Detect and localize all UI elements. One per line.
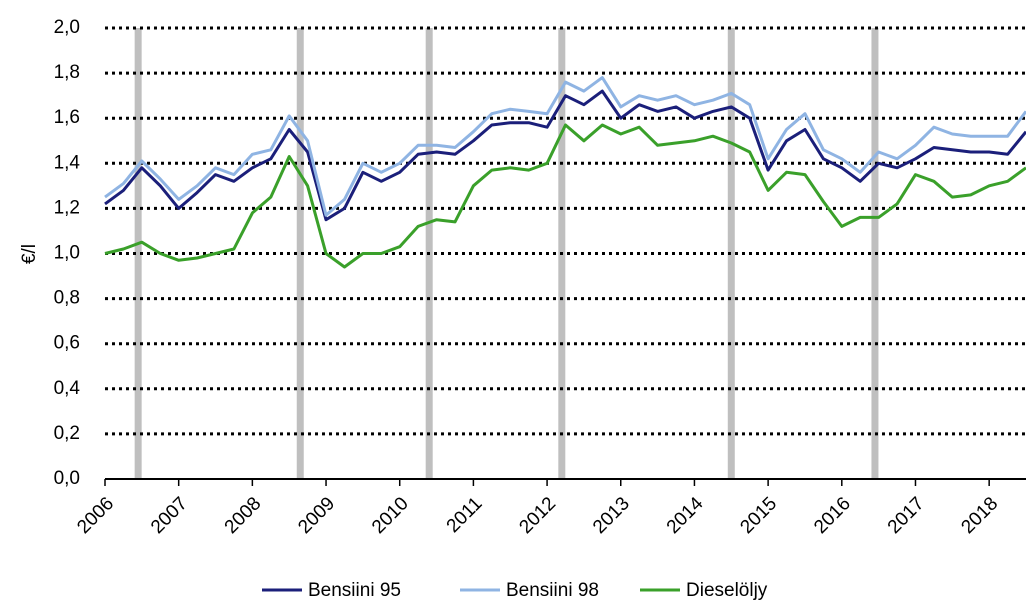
y-axis-label: €/l [19,244,40,264]
x-tick-label: 2017 [884,493,929,538]
y-tick-label: 0,6 [54,333,80,354]
series-line [104,123,1026,269]
y-tick-label: 0,2 [54,423,80,444]
x-tick-label: 2009 [294,493,339,538]
legend-label: Bensiini 98 [506,580,599,601]
x-tick-label: 2016 [810,493,855,538]
x-tick-label: 2008 [221,493,266,538]
x-tick-label: 2011 [443,493,487,537]
y-tick-label: 0,8 [54,288,80,309]
y-tick-label: 1,4 [54,152,81,173]
series-line [104,89,1026,222]
y-tick-label: 1,6 [54,107,80,128]
x-tick-label: 2010 [368,493,413,538]
x-tick-label: 2015 [736,493,781,538]
x-tick-label: 2013 [589,493,634,538]
y-tick-label: 2,0 [54,17,80,38]
x-tick-label: 2014 [663,493,708,538]
y-tick-label: 0,4 [54,378,81,399]
x-tick-label: 2012 [515,493,560,538]
legend-label: Dieselöljy [686,580,768,601]
y-tick-label: 1,2 [54,197,80,218]
series-line [104,76,1026,217]
y-tick-label: 1,8 [54,62,80,83]
y-tick-label: 1,0 [54,243,80,264]
x-tick-label: 2006 [73,493,118,538]
legend-label: Bensiini 95 [308,580,401,601]
x-tick-label: 2007 [147,493,192,538]
x-tick-label: 2018 [957,493,1002,538]
y-tick-label: 0,0 [54,468,80,489]
